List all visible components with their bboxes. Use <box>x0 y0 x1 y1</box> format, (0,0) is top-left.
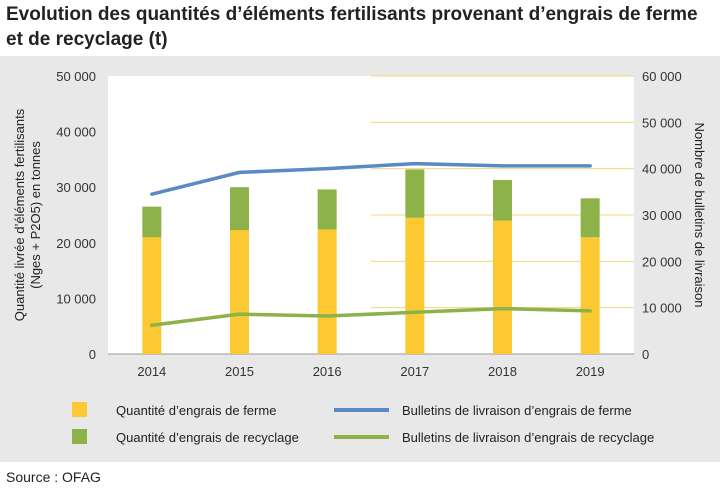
bar-recycle-2015 <box>230 187 249 231</box>
source-note: Source : OFAG <box>6 469 101 485</box>
left-axis-title: Quantité livrée d’éléments fertilisants(… <box>12 108 43 321</box>
legend-swatch-recycle-bar <box>72 429 87 444</box>
line-recycle <box>150 306 592 328</box>
right-axis-title: Nombre de bulletins de livraison <box>692 123 707 308</box>
x-tick-label: 2019 <box>576 364 605 379</box>
bar-recycle-2014 <box>142 206 162 238</box>
bar-farm-2014 <box>142 237 162 354</box>
bar-farm-2018 <box>493 220 512 354</box>
left-tick-label: 30 000 <box>56 180 96 195</box>
line-farm <box>150 161 592 196</box>
x-tick-label: 2017 <box>400 364 429 379</box>
right-tick-label: 30 000 <box>642 208 682 223</box>
left-tick-label: 50 000 <box>56 69 96 84</box>
bar-farm-2017 <box>405 217 425 354</box>
bar-recycle-2019 <box>580 198 600 238</box>
right-tick-label: 50 000 <box>642 115 682 130</box>
legend: Quantité d’engrais de ferme Quantité d’e… <box>72 402 654 445</box>
bar-layer <box>142 169 600 354</box>
left-tick-label: 20 000 <box>56 236 96 251</box>
x-tick-label: 2015 <box>225 364 254 379</box>
right-tick-label: 40 000 <box>642 162 682 177</box>
chart-title: Evolution des quantités d’éléments ferti… <box>6 4 698 50</box>
right-tick-label: 20 000 <box>642 254 682 269</box>
bar-farm-2019 <box>580 237 600 354</box>
legend-label-recycle-line: Bulletins de livraison d’engrais de recy… <box>402 430 654 445</box>
left-tick-label: 10 000 <box>56 291 96 306</box>
bar-recycle-2016 <box>317 189 337 230</box>
x-tick-label: 2016 <box>313 364 342 379</box>
legend-label-farm-line: Bulletins de livraison d’engrais de ferm… <box>402 403 632 418</box>
bar-farm-2015 <box>230 230 249 354</box>
right-tick-label: 0 <box>642 347 649 362</box>
legend-label-recycle-bar: Quantité d’engrais de recyclage <box>116 430 299 445</box>
x-tick-label: 2014 <box>137 364 166 379</box>
tick-layer: 0 10 000 20 000 30 000 40 000 50 000 0 10 000 20… <box>56 69 682 379</box>
x-tick-label: 2018 <box>488 364 517 379</box>
left-tick-label: 0 <box>89 347 96 362</box>
legend-label-farm-bar: Quantité d’engrais de ferme <box>116 403 276 418</box>
line-layer <box>150 161 592 328</box>
right-tick-label: 60 000 <box>642 69 682 84</box>
chart-svg: 0 10 000 20 000 30 000 40 000 50 000 0 10 000 20… <box>12 69 707 445</box>
bar-recycle-2017 <box>405 169 425 218</box>
right-tick-label: 10 000 <box>642 301 682 316</box>
legend-swatch-farm-bar <box>72 402 87 417</box>
chart-panel: 0 10 000 20 000 30 000 40 000 50 000 0 10 000 20… <box>0 56 720 462</box>
left-tick-label: 40 000 <box>56 125 96 140</box>
bar-recycle-2018 <box>493 179 512 221</box>
bar-farm-2016 <box>317 229 337 354</box>
